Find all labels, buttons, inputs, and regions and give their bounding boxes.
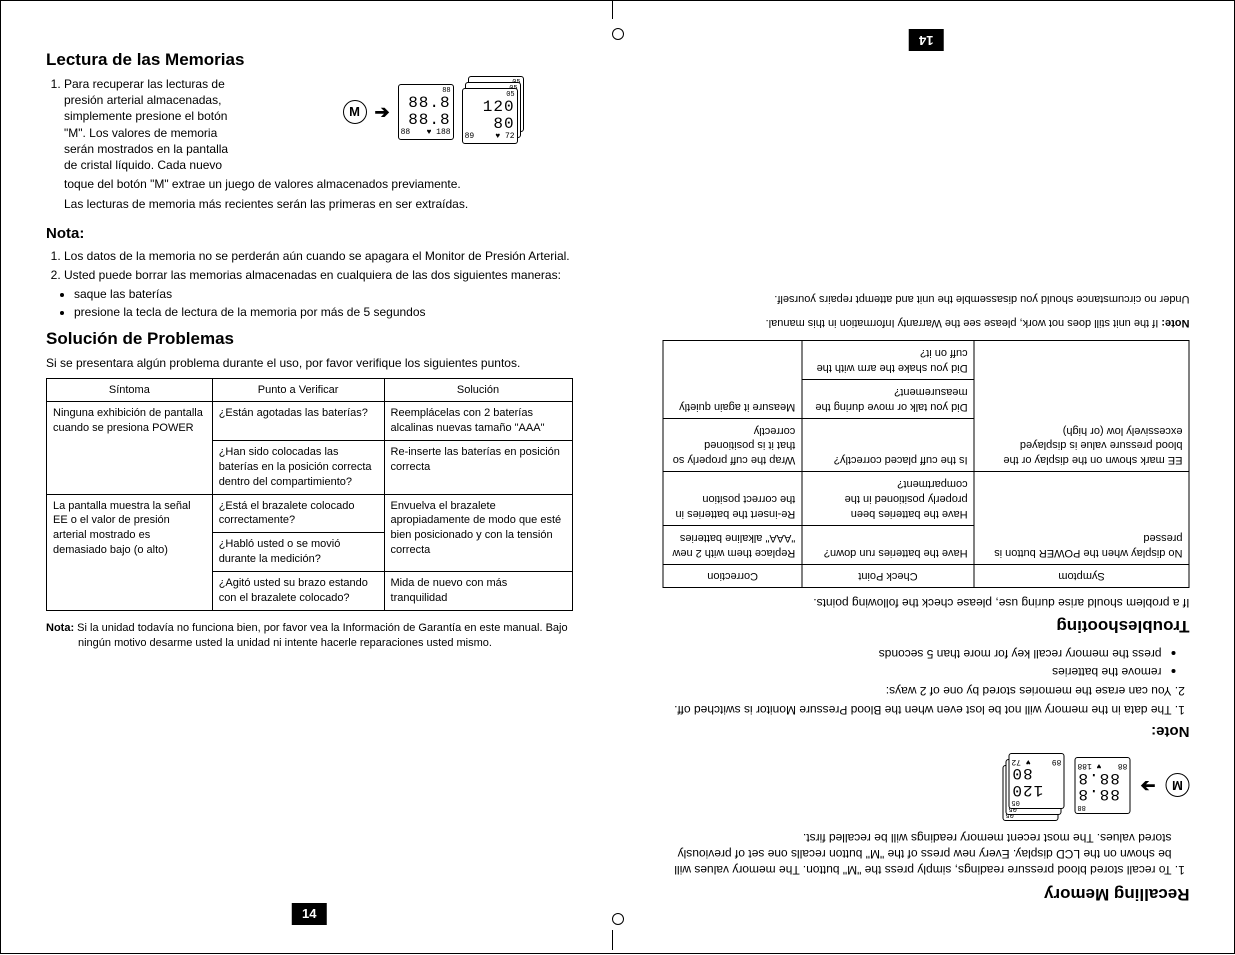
table-trouble-en: Symptom Check Point Correction No displa… [663,340,1190,588]
table-trouble-es: Síntoma Punto a Verificar Solución Ningu… [46,378,573,611]
lcd-stack: 051208089♥ 72 051208089♥ 72 051208089♥ 7… [1002,750,1064,822]
lcd-diagram-left: M ➔ 88 88.8 88.8 88♥ 188 051208089♥ 72 0… [343,76,573,148]
list-item: The data in the memory will not be lost … [663,702,1172,718]
list-cont-1: toque del botón "M" extrae un juego de v… [46,176,573,192]
cell-fix: Mida de nuevo con más tranquilidad [384,572,572,611]
cell-symptom: No display when the POWER button is pres… [974,472,1189,564]
list-item: saque las baterías [74,286,573,302]
list-cont-2: Las lecturas de memoria más recientes se… [46,196,573,212]
page-number: 14 [292,903,326,925]
col-header: Check Point [801,564,973,588]
col-header: Symptom [974,564,1189,588]
arrow-icon: ➔ [375,100,390,124]
cell-check: ¿Han sido colocadas las baterías en la p… [212,441,384,495]
footnote-label: Note: [1161,317,1189,329]
list-recalling: To recall stored blood pressure readings… [663,830,1190,879]
cell-fix: Measure it again quietly [663,341,801,418]
footnote-label: Nota: [46,622,74,634]
cell-fix: Re-insert the batteries in the correct p… [663,472,801,526]
footnote: Nota: Si la unidad todavía no funciona b… [46,621,573,651]
list-item: press the memory recall key for more tha… [663,646,1162,662]
cell-symptom: Ninguna exhibición de pantalla cuando se… [47,402,213,494]
col-header: Síntoma [47,378,213,402]
cell-check: ¿Agitó usted su brazo estando con el bra… [212,572,384,611]
col-header: Punto a Verificar [212,378,384,402]
lcd-stack: 051208089♥ 72 051208089♥ 72 051208089♥ 7… [462,76,524,148]
cell-fix: Wrap the cuff properly so that it is pos… [663,418,801,472]
cell-symptom: EE mark shown on the display or the bloo… [974,341,1189,472]
list-item: Usted puede borrar las memorias almacena… [64,267,573,283]
heading-trouble: Troubleshooting [663,615,1190,638]
page-number: 14 [909,29,943,51]
cell-symptom: La pantalla muestra la señal EE o el val… [47,494,213,610]
heading-recalling: Recalling Memory [663,882,1190,905]
cell-check: ¿Está el brazalete colocado correctament… [212,494,384,533]
list-item: presione la tecla de lectura de la memor… [74,304,573,320]
trouble-intro: If a problem should arise during use, pl… [663,594,1190,610]
cell-fix: Replace them with 2 new "AAA" alkaline b… [663,525,801,564]
page-right: Recalling Memory To recall stored blood … [618,1,1235,953]
footnote: Note: If the unit still does not work, p… [663,316,1190,331]
list-item: remove the batteries [663,664,1162,680]
heading-note: Note: [663,721,1190,741]
cell-check: ¿Están agotadas las baterías? [212,402,384,441]
footnote-text: Si la unidad todavía no funciona bien, p… [77,622,567,649]
page-spread: Lectura de las Memorias M ➔ 88 88.8 88.8… [0,0,1235,954]
lcd-diagram-right: M ➔ 88 88.8 88.8 88♥ 188 051208089♥ 72 0… [959,750,1189,822]
heading-solucion: Solución de Problemas [46,328,573,351]
cell-fix: Reemplácelas con 2 baterías alcalinas nu… [384,402,572,441]
table-row: Symptom Check Point Correction [663,564,1189,588]
lcd-main: 88 88.8 88.8 88♥ 188 [1074,757,1130,813]
heading-lectura: Lectura de las Memorias [46,49,573,72]
cell-check: ¿Habló usted o se movió durante la medic… [212,533,384,572]
bullets-note: remove the batteries press the memory re… [663,646,1190,680]
list-item: Los datos de la memoria no se perderán a… [64,248,573,264]
list-note: The data in the memory will not be lost … [663,683,1190,718]
list-nota: Los datos de la memoria no se perderán a… [46,248,573,283]
cell-fix: Re-inserte las baterías en posición corr… [384,441,572,495]
m-button-icon: M [343,100,367,124]
table-row: La pantalla muestra la señal EE o el val… [47,494,573,533]
page-left: Lectura de las Memorias M ➔ 88 88.8 88.8… [1,1,618,953]
m-button-icon: M [1165,774,1189,798]
col-header: Correction [663,564,801,588]
cell-check: Is the cuff placed correctly? [801,418,973,472]
cell-check: Have the batteries run down? [801,525,973,564]
footnote-text-1: If the unit still does not work, please … [765,317,1158,329]
col-header: Solución [384,378,572,402]
list-item: To recall stored blood pressure readings… [663,830,1172,879]
table-row: Ninguna exhibición de pantalla cuando se… [47,402,573,441]
heading-nota: Nota: [46,224,573,244]
cell-check: Did you talk or move during the measurem… [801,380,973,419]
trouble-intro: Si se presentara algún problema durante … [46,355,573,371]
cell-fix: Envuelva el brazalete apropiadamente de … [384,494,572,571]
bullets-nota: saque las baterías presione la tecla de … [46,286,573,320]
cell-check: Did you shake the arm with the cuff on i… [801,341,973,380]
table-row: No display when the POWER button is pres… [663,525,1189,564]
table-row: Síntoma Punto a Verificar Solución [47,378,573,402]
footnote-2: Under no circumstance should you disasse… [663,291,1190,306]
arrow-icon: ➔ [1140,773,1155,797]
table-row: EE mark shown on the display or the bloo… [663,418,1189,472]
lcd-main: 88 88.8 88.8 88♥ 188 [398,84,454,140]
cell-check: Have the batteries been properly positio… [801,472,973,526]
list-item: You can erase the memories stored by one… [663,683,1172,699]
